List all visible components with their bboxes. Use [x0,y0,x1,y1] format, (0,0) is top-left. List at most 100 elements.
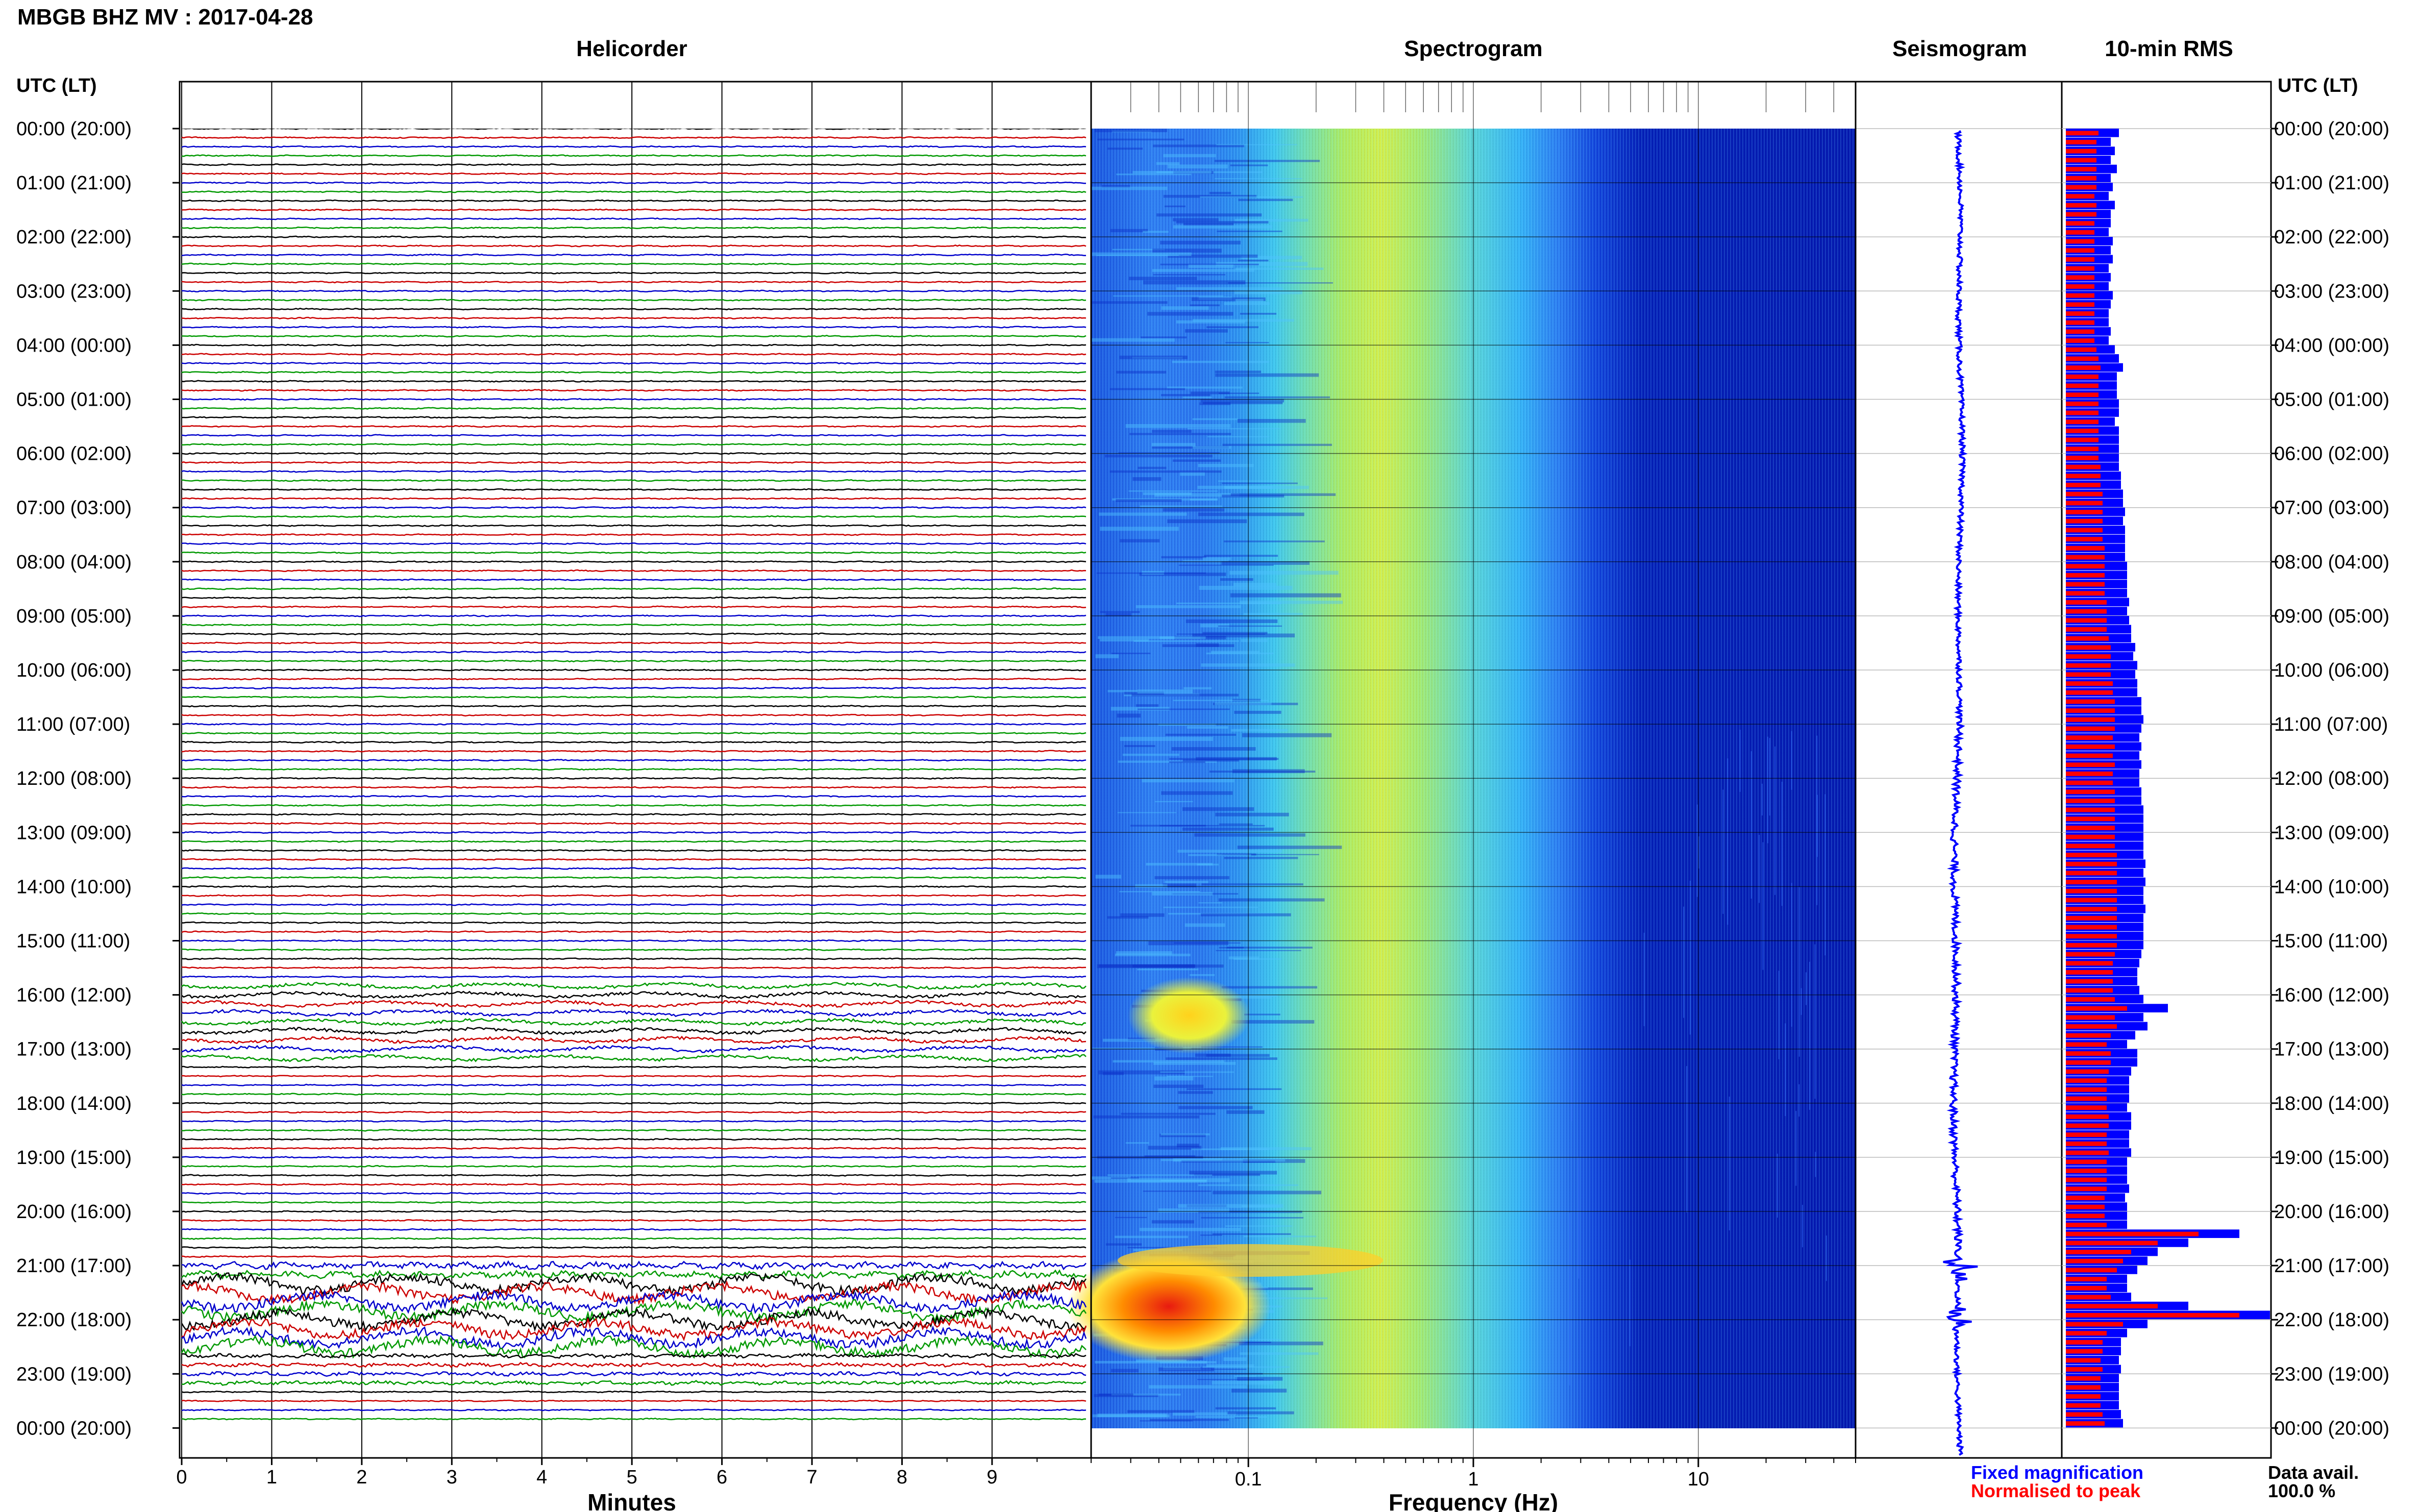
spectrogram-stripe [1178,1204,1283,1208]
rms-normalised-bar [2066,880,2117,884]
rms-normalised-bar [2066,140,2096,144]
helicorder-title: Helicorder [576,36,687,61]
spectrogram-stripe [1231,1020,1315,1024]
spectrogram-x-axis: 0.1 1 10 [1091,1458,1856,1490]
spectrogram-event-21h-streak [1118,1244,1383,1277]
rms-normalised-bar [2066,447,2099,452]
spectrogram-stripe [1190,974,1215,976]
spectrogram-stripe [1097,964,1195,969]
spectrogram-line [1696,804,1698,897]
spectrogram-stripe [1096,572,1206,574]
rms-normalised-bar [2066,383,2099,388]
spectrogram-stripe [1204,555,1278,557]
helicorder-trace [181,208,1087,211]
spectrogram-stripe [1234,290,1302,294]
spectrogram-stripe [1192,445,1231,449]
spectrogram-stripe [1240,313,1277,315]
spectrogram-stripe [1156,162,1180,165]
spectrogram-line [1774,746,1776,895]
rms-normalised-bar [2066,1024,2117,1029]
hour-label-left: 08:00 (04:00) [16,552,132,573]
helicorder-trace [181,1075,1087,1078]
rms-normalised-bar [2066,816,2115,822]
spectrogram-stripe [1092,252,1192,256]
helicorder-trace [181,569,1087,573]
helicorder-trace [182,921,1087,924]
hour-label-right: 11:00 (07:00) [2274,714,2388,735]
spectrogram-stripe [1105,1243,1142,1246]
spectrogram-line [1689,880,1691,1035]
spectrogram-stripe [1132,357,1183,359]
spectrogram-stripe [1176,287,1283,290]
helicorder-trace [181,705,1087,708]
spectrogram-stripe [1092,301,1168,304]
spectrogram-stripe [1182,560,1228,561]
rms-normalised-bar [2066,167,2096,171]
spectrogram-stripe [1222,494,1285,498]
helicorder-trace [181,1192,1087,1195]
spectrogram-stripe [1235,299,1264,302]
spectrogram-stripe [1094,1394,1158,1397]
helicorder-trace [181,1102,1087,1105]
helicorder-trace [181,542,1087,546]
helicorder-trace [181,1054,1087,1062]
spectrogram-stripe [1127,1178,1230,1182]
spectrogram-x-tick-label: 1 [1468,1469,1478,1490]
helicorder-trace [181,822,1086,825]
helicorder-trace [181,1255,1087,1258]
helicorder-x-axis: 0 1 2 3 4 5 6 7 8 9 [176,1458,1038,1488]
spectrogram-stripe [1097,138,1184,141]
spectrogram-stripe [1219,823,1253,825]
helicorder-trace [181,416,1087,419]
spectrogram-line [1769,738,1770,816]
rms-normalised-bar [2066,329,2094,334]
helicorder-trace [181,244,1087,247]
spectrogram-stripe [1093,1115,1199,1119]
spectrogram-stripe [1120,737,1213,741]
spectrogram-stripe [1182,827,1274,831]
helicorder-trace [181,990,1087,999]
helicorder-trace [181,407,1086,410]
rms-frame [2061,81,2272,1459]
spectrogram-line [1683,906,1685,1018]
spectrogram-stripe [1229,571,1339,575]
spectrogram-stripe [1163,508,1225,512]
rms-normalised-bar [2066,365,2101,370]
hour-label-left: 00:00 (20:00) [16,118,132,140]
rms-normalised-bars [2066,131,2239,1426]
rms-normalised-bar [2066,970,2113,975]
rms-normalised-bar [2066,762,2115,767]
rms-normalised-bar [2066,374,2099,379]
helicorder-panel [179,81,1092,1459]
spectrogram-stripe [1120,539,1160,542]
helicorder-trace [181,623,1087,627]
spectrogram-stripe [1161,1133,1210,1135]
spectrogram-stripe [1109,470,1222,473]
spectrogram-stripe [1173,218,1219,221]
helicorder-trace [181,777,1087,780]
hour-label-right: 16:00 (12:00) [2274,985,2389,1006]
hour-label-right: 09:00 (05:00) [2274,606,2389,627]
rms-normalised-bar [2066,284,2094,289]
spectrogram-stripe [1176,1144,1199,1148]
spectrogram-stripe [1121,1112,1216,1115]
hour-label-left: 14:00 (10:00) [16,876,132,898]
spectrogram-stripe [1230,164,1268,166]
spectrogram-stripe [1095,875,1121,879]
spectrogram-stripe [1144,1155,1196,1157]
spectrogram-stripe [1225,342,1269,343]
spectrogram-stripe [1202,632,1268,635]
helicorder-trace [181,343,1087,347]
spectrogram-stripe [1102,1072,1124,1075]
helicorder-trace [181,190,1087,193]
helicorder-trace [181,1219,1086,1222]
spectrogram-stripe [1161,556,1206,559]
hour-label-right: 04:00 (00:00) [2274,335,2389,356]
spectrogram-stripe [1225,1225,1293,1227]
helicorder-trace [181,981,1087,990]
spectrogram-stripe [1227,1411,1294,1415]
rms-normalised-bar [2066,1141,2107,1146]
spectrogram-stripe [1240,1352,1319,1355]
spectrogram-stripe [1100,611,1140,613]
spectrogram-stripe [1215,812,1289,816]
